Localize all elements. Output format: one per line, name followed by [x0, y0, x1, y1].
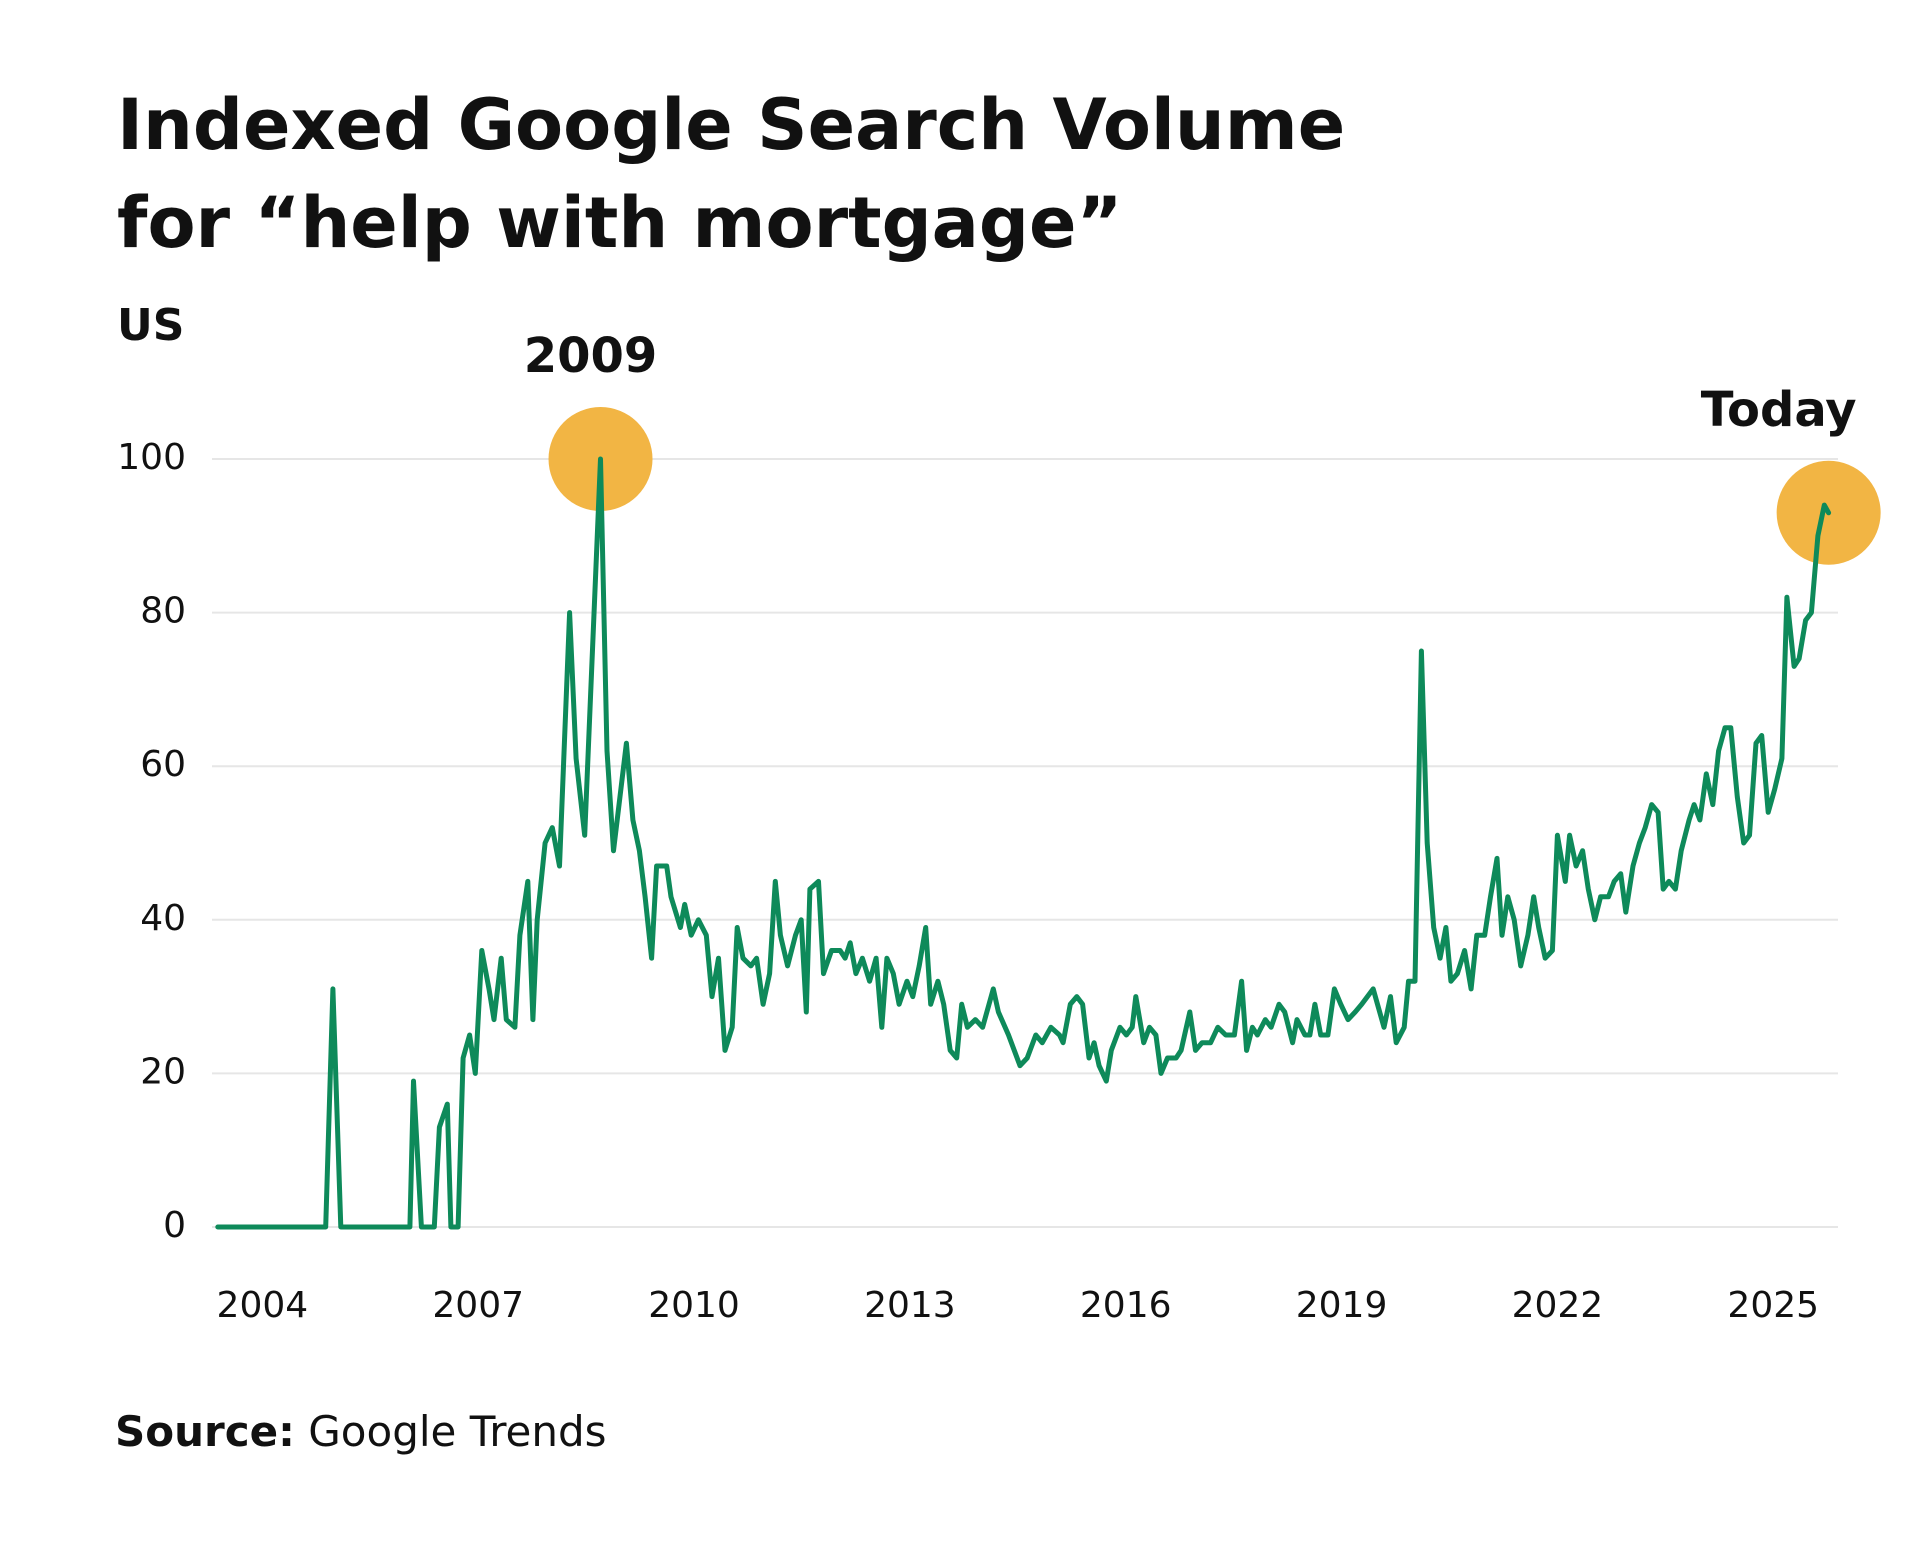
annotation: Today — [1701, 382, 1857, 438]
x-tick-label: 2019 — [1296, 1285, 1388, 1326]
x-tick-label: 2025 — [1727, 1285, 1819, 1326]
y-tick-label: 20 — [140, 1051, 186, 1092]
y-tick-label: 100 — [117, 437, 186, 478]
annotation: 2009 — [524, 328, 658, 384]
x-tick-label: 2013 — [864, 1285, 956, 1326]
x-tick-label: 2004 — [217, 1285, 309, 1326]
x-tick-label: 2022 — [1512, 1285, 1604, 1326]
y-tick-label: 40 — [140, 898, 186, 939]
y-tick-label: 60 — [140, 744, 186, 785]
y-tick-label: 0 — [163, 1205, 186, 1246]
x-tick-label: 2010 — [648, 1285, 740, 1326]
source-label: Source: — [115, 1407, 295, 1456]
source: Source: Google Trends — [115, 1407, 607, 1456]
chart-title: Indexed Google Search Volume — [117, 84, 1345, 166]
source-text: Google Trends — [308, 1407, 606, 1456]
x-tick-label: 2016 — [1080, 1285, 1172, 1326]
chart-title: for “help with mortgage” — [117, 182, 1123, 264]
y-tick-label: 80 — [140, 591, 186, 632]
x-tick-label: 2007 — [432, 1285, 524, 1326]
chart-subtitle: US — [117, 300, 184, 351]
data-line — [215, 456, 1832, 1230]
